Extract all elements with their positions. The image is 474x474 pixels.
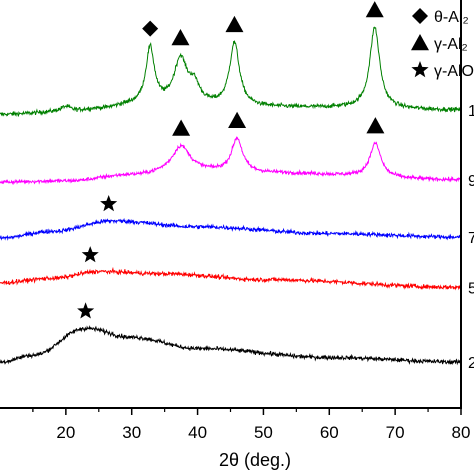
legend: θ-Al₂ γ-Al₂ γ-AlO: [411, 8, 474, 80]
series-line-1: [0, 26, 462, 118]
legend-triangle-icon: [411, 34, 429, 51]
trace-label-2: 9: [468, 173, 474, 190]
trace-label-3: 7: [468, 230, 474, 247]
x-tick-label: 40: [188, 423, 207, 442]
x-tick-label: 50: [254, 423, 273, 442]
series-line-3: [0, 217, 462, 241]
trace-label-4: 5: [468, 280, 474, 297]
x-tick-label: 20: [56, 423, 75, 442]
x-axis: 20 30 40 50 60 70 80 2θ (deg.): [0, 407, 471, 470]
x-tick-label: 60: [320, 423, 339, 442]
peak-marker-triangle-icon: [228, 111, 247, 128]
peak-marker-star-icon: [77, 302, 95, 319]
peak-marker-triangle-icon: [172, 119, 191, 136]
peak-marker-triangle-icon: [365, 1, 384, 18]
peak-marker-star-icon: [81, 246, 99, 263]
peak-marker-star-icon: [100, 195, 118, 212]
legend-diamond-icon: [412, 8, 428, 24]
x-axis-title: 2θ (deg.): [219, 450, 291, 470]
trace-label-5: 2: [468, 355, 474, 372]
trace-label-1: 1: [468, 103, 474, 120]
trace-group: [0, 26, 462, 366]
legend-label: γ-AlO: [434, 63, 474, 80]
legend-label: γ-Al₂: [434, 36, 468, 53]
legend-label: θ-Al₂: [434, 9, 469, 26]
series-line-2: [0, 136, 462, 185]
series-line-4: [0, 266, 462, 291]
peak-marker-triangle-icon: [225, 15, 244, 33]
peak-marker-triangle-icon: [171, 28, 190, 46]
peak-marker-group: [77, 1, 385, 319]
peak-marker-diamond-icon: [142, 20, 159, 37]
x-tick-label: 30: [122, 423, 141, 442]
legend-star-icon: [411, 61, 429, 78]
trace-label-group: 1 9 7 5 2: [468, 103, 474, 372]
x-tick-label: 80: [452, 423, 471, 442]
x-tick-label: 70: [386, 423, 405, 442]
peak-marker-triangle-icon: [366, 117, 385, 134]
series-line-5: [0, 324, 462, 366]
